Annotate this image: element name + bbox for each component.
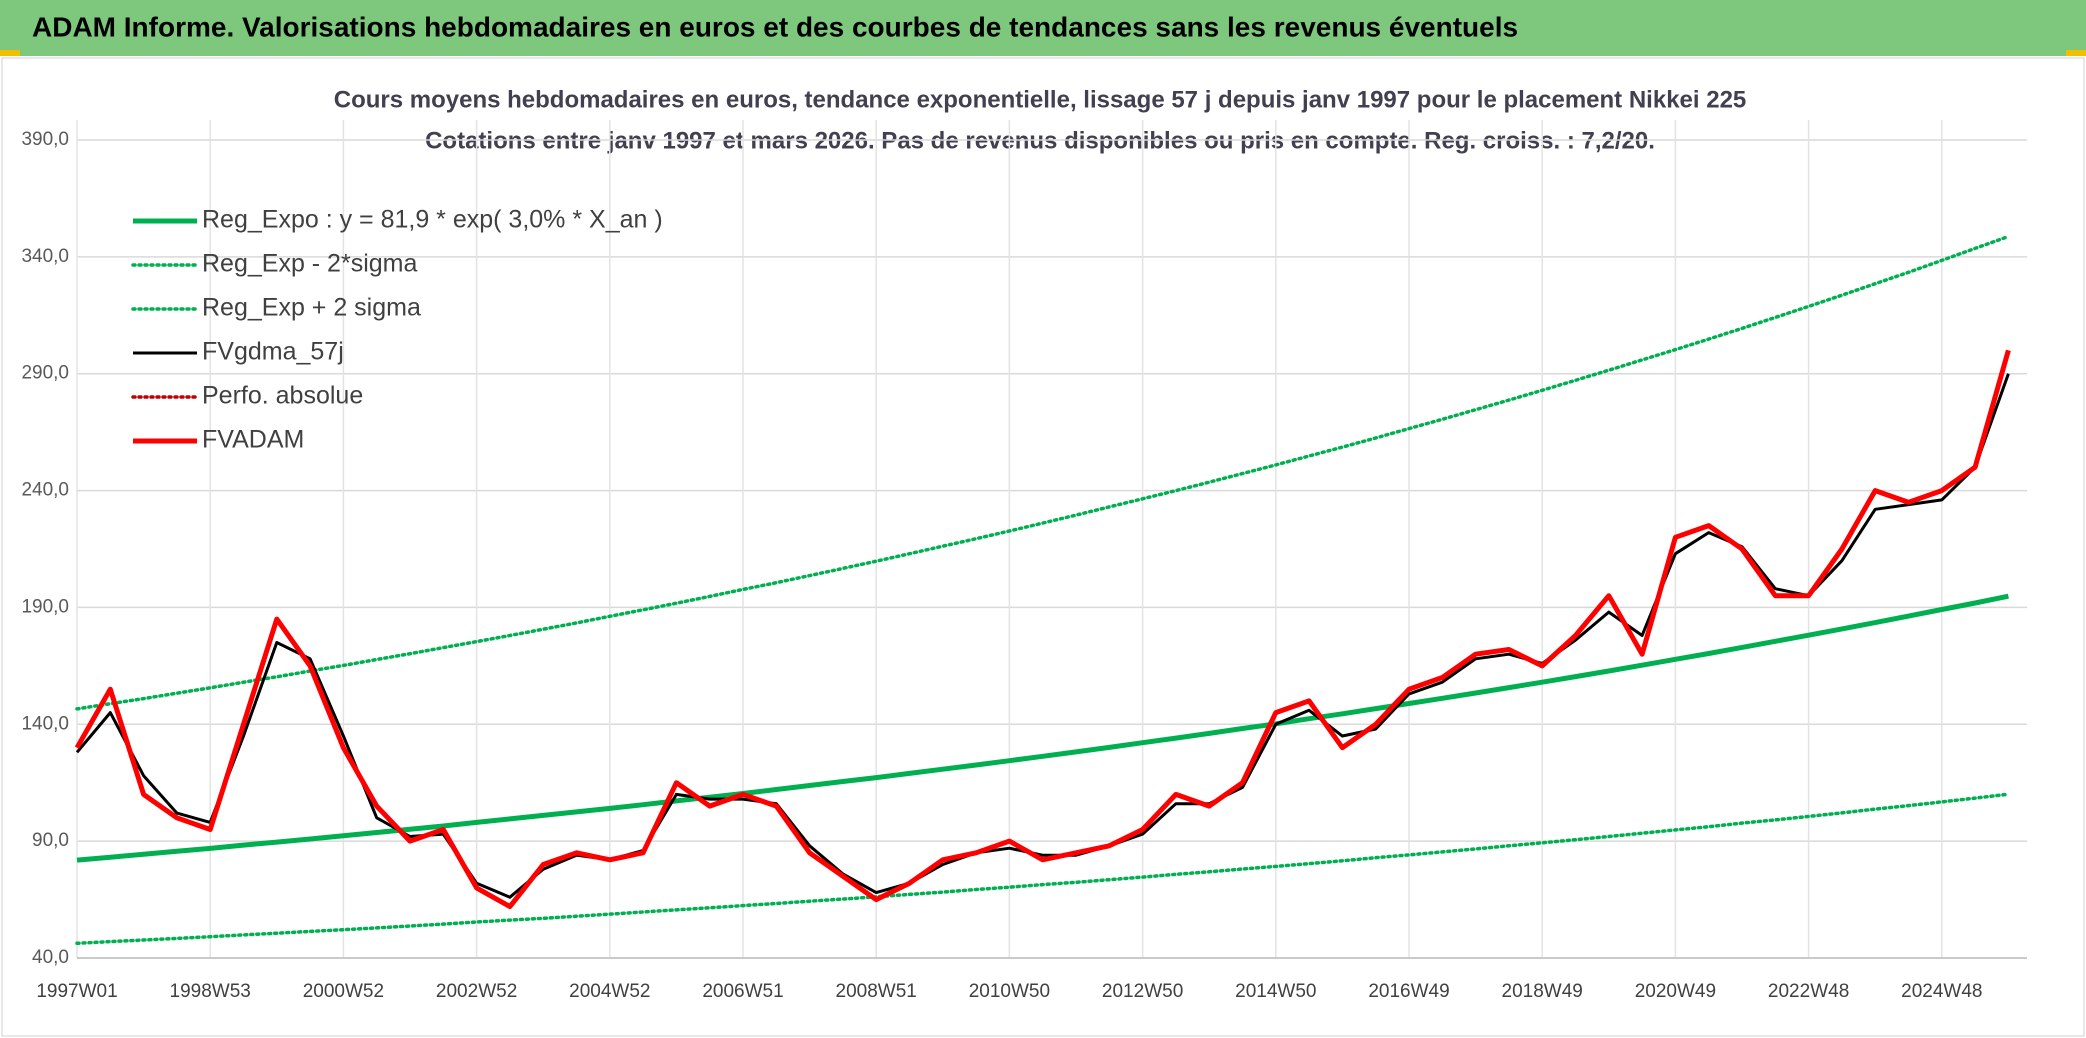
y-tick-label: 40,0 bbox=[32, 947, 69, 968]
corner-mark bbox=[2066, 50, 2086, 56]
x-tick-label: 2020W49 bbox=[1635, 981, 1716, 1002]
header-bar bbox=[0, 0, 2086, 56]
x-tick-label: 2014W50 bbox=[1235, 981, 1316, 1002]
legend-label: FVgdma_57j bbox=[202, 338, 344, 366]
x-tick-label: 2018W49 bbox=[1502, 981, 1583, 1002]
series-line bbox=[75, 792, 2011, 946]
legend-label: Reg_Expo : y = 81,9 * exp( 3,0% * X_an ) bbox=[202, 206, 663, 234]
x-tick-label: 1997W01 bbox=[36, 981, 117, 1002]
x-tick-label: 2008W51 bbox=[836, 981, 917, 1002]
legend-label: Reg_Exp + 2 sigma bbox=[202, 294, 421, 322]
y-tick-label: 390,0 bbox=[21, 129, 69, 150]
x-tick-label: 1998W53 bbox=[170, 981, 251, 1002]
corner-mark bbox=[0, 50, 20, 56]
x-tick-label: 2004W52 bbox=[569, 981, 650, 1002]
x-tick-label: 2012W50 bbox=[1102, 981, 1183, 1002]
legend-label: Perfo. absolue bbox=[202, 382, 363, 410]
x-tick-label: 2016W49 bbox=[1368, 981, 1449, 1002]
x-tick-label: 2000W52 bbox=[303, 981, 384, 1002]
y-tick-label: 240,0 bbox=[21, 480, 69, 501]
y-tick-label: 340,0 bbox=[21, 246, 69, 267]
x-tick-label: 2024W48 bbox=[1901, 981, 1982, 1002]
y-tick-label: 190,0 bbox=[21, 596, 69, 617]
x-tick-label: 2010W50 bbox=[969, 981, 1050, 1002]
series-line bbox=[75, 234, 2011, 711]
series-line bbox=[76, 593, 2009, 863]
series-line bbox=[74, 349, 2011, 910]
chart-title: Cours moyens hebdomadaires en euros, ten… bbox=[334, 86, 1747, 113]
chart-subtitle: Cotations entre janv 1997 et mars 2026. … bbox=[425, 127, 1655, 154]
y-tick-label: 140,0 bbox=[21, 713, 69, 734]
series-line bbox=[75, 373, 2010, 899]
x-tick-label: 2002W52 bbox=[436, 981, 517, 1002]
legend-label: Reg_Exp - 2*sigma bbox=[202, 250, 417, 278]
chart-frame bbox=[1, 57, 2085, 1037]
legend-label: FVADAM bbox=[202, 426, 304, 454]
header-title: ADAM Informe. Valorisations hebdomadaire… bbox=[32, 11, 1518, 42]
y-tick-label: 90,0 bbox=[32, 830, 69, 851]
y-tick-label: 290,0 bbox=[21, 363, 69, 384]
x-tick-label: 2022W48 bbox=[1768, 981, 1849, 1002]
x-tick-label: 2006W51 bbox=[702, 981, 783, 1002]
